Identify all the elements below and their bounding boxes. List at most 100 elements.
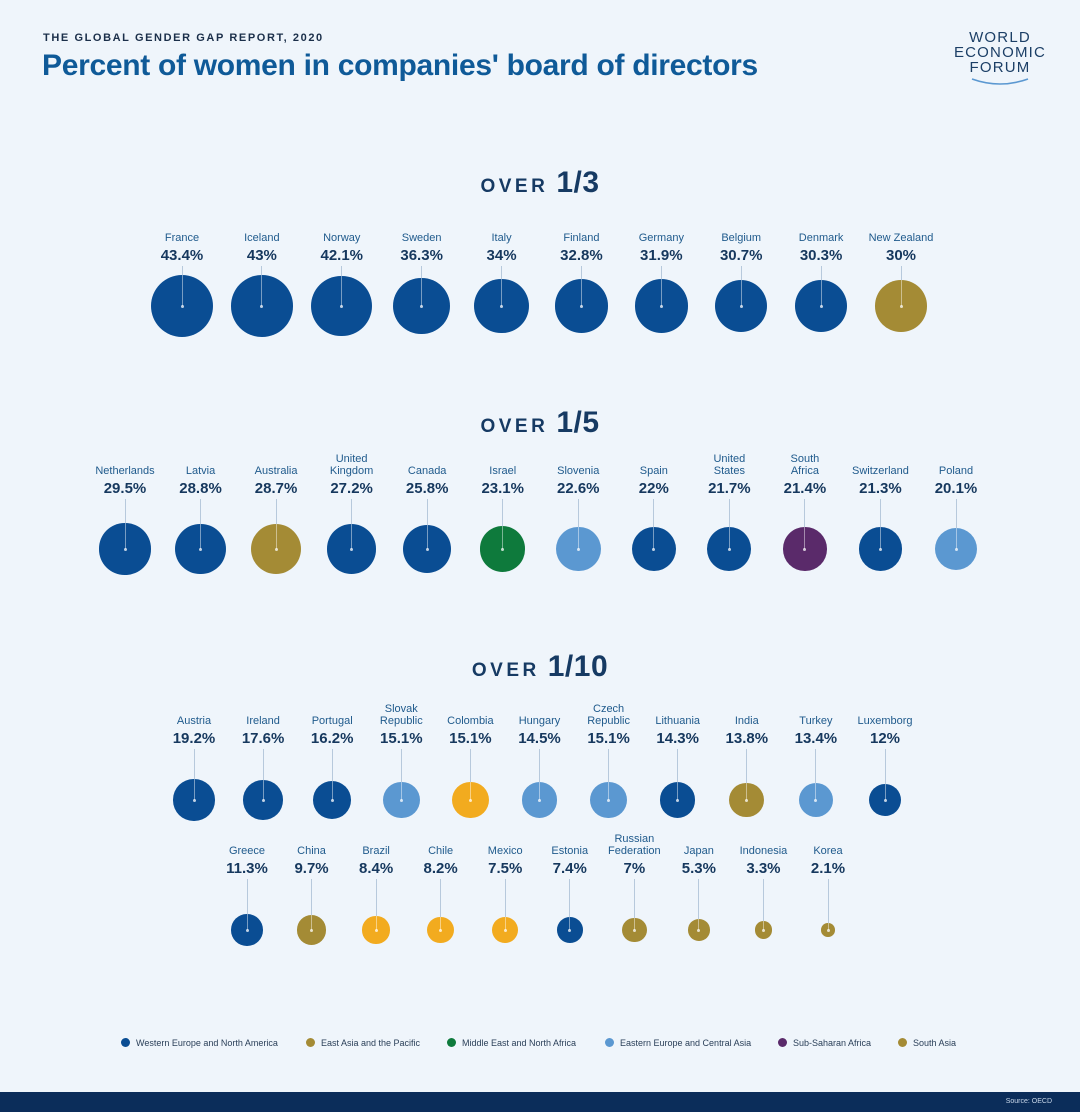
- leader-line: [815, 749, 817, 783]
- value-label: 34%: [486, 247, 517, 264]
- leader-line: [804, 499, 806, 528]
- country-label: Brazil: [362, 845, 390, 857]
- data-point: Switzerland 21.3%: [825, 465, 935, 497]
- country-label: Greece: [228, 845, 266, 857]
- bubble-center-dot: [739, 304, 743, 308]
- bubble-inner-line: [746, 782, 748, 800]
- value-label: 30%: [885, 247, 917, 264]
- bubble-inner-line: [815, 782, 817, 800]
- bubble-inner-line: [246, 914, 248, 930]
- data-point: Estonia 7.4%: [515, 845, 625, 877]
- country-label: Ireland: [246, 715, 280, 727]
- leader-line: [608, 749, 610, 782]
- leader-line: [502, 499, 504, 527]
- data-point: Australia 28.7%: [221, 465, 331, 497]
- country-label: New Zealand: [868, 232, 934, 244]
- bubble-center-dot: [607, 798, 611, 802]
- bubble-inner-line: [275, 523, 277, 549]
- value-label: 5.3%: [681, 860, 716, 877]
- country-label: Slovenia: [557, 465, 600, 477]
- data-point: Germany 31.9%: [606, 232, 716, 264]
- bubble-inner-line: [469, 781, 471, 800]
- leader-line: [193, 749, 195, 780]
- value-label: 15.1%: [449, 730, 492, 747]
- bubble-inner-line: [580, 279, 582, 306]
- data-point: Italy 34%: [447, 232, 557, 264]
- leader-line: [698, 879, 700, 920]
- leader-line: [569, 879, 571, 918]
- bubble-center-dot: [340, 304, 344, 308]
- leader-line: [660, 266, 662, 280]
- data-point: Greece 11.3%: [192, 845, 302, 877]
- report-kicker: THE GLOBAL GENDER GAP REPORT, 2020: [43, 32, 324, 44]
- data-point: Brazil 8.4%: [321, 845, 431, 877]
- bubble-center-dot: [803, 547, 807, 551]
- bubble-center-dot: [883, 798, 887, 802]
- country-label: Indonesia: [739, 845, 788, 857]
- logo-line-1: WORLD: [969, 29, 1031, 46]
- value-label: 32.8%: [560, 247, 603, 264]
- value-label: 2.1%: [810, 860, 846, 877]
- bubble-inner-line: [762, 921, 764, 930]
- bubble-center-dot: [745, 798, 749, 802]
- country-label: France: [164, 232, 200, 244]
- bubble-center-dot: [814, 798, 818, 802]
- bubble-inner-line: [804, 527, 806, 549]
- bubble-inner-line: [633, 917, 635, 930]
- value-label: 13.8%: [725, 730, 769, 747]
- section-fraction: 1/3: [556, 166, 600, 199]
- value-label: 21.4%: [783, 480, 827, 497]
- value-label: 14.3%: [656, 730, 699, 747]
- value-label: 22.6%: [556, 480, 600, 497]
- data-point: Israel 23.1%: [448, 465, 558, 497]
- section-prefix: OVER: [471, 660, 540, 681]
- bubble-inner-line: [504, 917, 506, 930]
- bubble-inner-line: [502, 526, 504, 549]
- bubble-inner-line: [577, 526, 579, 549]
- leader-line: [400, 749, 402, 782]
- bubble-center-dot: [261, 798, 265, 802]
- legend-item: South Asia: [898, 1034, 956, 1052]
- bubble-inner-line: [955, 527, 957, 549]
- section-fraction: 1/10: [547, 650, 609, 683]
- footer-bar: Source: OECD: [0, 1092, 1080, 1112]
- bubble-inner-line: [421, 277, 423, 306]
- leader-line: [577, 499, 579, 527]
- value-label: 29.5%: [103, 480, 147, 497]
- data-point: Colombia 15.1%: [415, 715, 525, 747]
- bubble-inner-line: [740, 279, 742, 306]
- bubble-inner-line: [879, 527, 881, 549]
- country-label: Netherlands: [95, 465, 155, 477]
- leader-line: [900, 266, 902, 281]
- value-label: 3.3%: [746, 860, 781, 877]
- bubble-center-dot: [652, 547, 656, 551]
- bubble-center-dot: [632, 928, 636, 932]
- value-label: 31.9%: [640, 247, 683, 264]
- legend-label: South Asia: [913, 1037, 957, 1048]
- data-point: Austria 19.2%: [139, 715, 249, 747]
- section-label-over-third: OVER 1/3: [0, 166, 1080, 200]
- legend-swatch: [121, 1038, 130, 1048]
- bubble-inner-line: [569, 917, 571, 930]
- bubble-inner-line: [375, 916, 377, 930]
- country-label: United States: [713, 453, 746, 477]
- country-label: Slovak Republic: [379, 703, 423, 727]
- data-point: Hungary 14.5%: [485, 715, 595, 747]
- value-label: 21.3%: [859, 480, 902, 497]
- bubble-inner-line: [341, 275, 343, 306]
- value-label: 7%: [623, 860, 646, 877]
- bubble-center-dot: [274, 547, 278, 551]
- legend-item: Eastern Europe and Central Asia: [605, 1034, 751, 1052]
- bubble-center-dot: [878, 547, 882, 551]
- section-prefix: OVER: [480, 176, 549, 197]
- bubble-inner-line: [193, 779, 195, 800]
- value-label: 8.2%: [423, 860, 458, 877]
- leader-line: [440, 879, 442, 917]
- bubble-inner-line: [311, 915, 313, 930]
- bubble-center-dot: [260, 304, 264, 308]
- legend-swatch: [447, 1038, 456, 1048]
- legend-item: Sub-Saharan Africa: [778, 1034, 871, 1052]
- country-label: Iceland: [244, 232, 280, 244]
- country-label: Japan: [683, 845, 714, 857]
- bubble-center-dot: [697, 928, 701, 932]
